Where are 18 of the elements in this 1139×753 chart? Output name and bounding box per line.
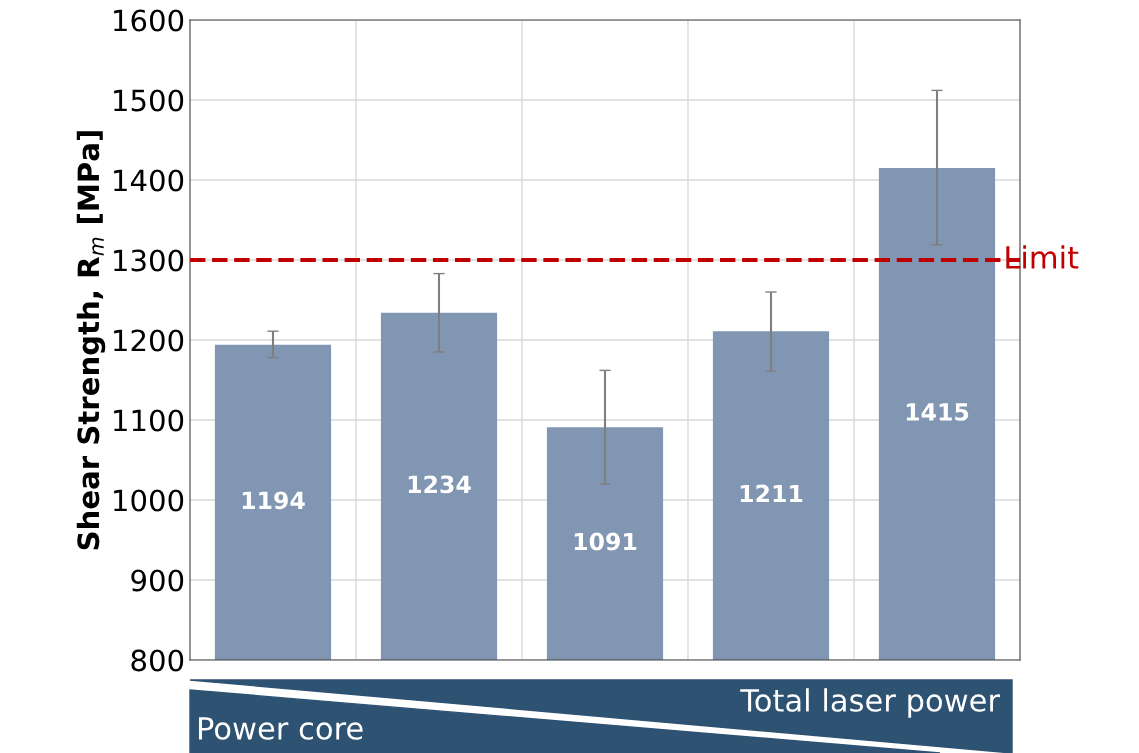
text: Total laser power xyxy=(740,688,1000,718)
y-tick-label: 900 xyxy=(131,569,184,592)
ref-line-label: Limit xyxy=(1006,245,1079,269)
y-tick-label: 1400 xyxy=(114,169,184,192)
data-label: 1211 xyxy=(740,484,803,503)
data-label: 1194 xyxy=(242,491,305,510)
y-tick-label: 1000 xyxy=(114,489,184,512)
y-axis-title: Shear Strength, R$_{m}$ [MPa] xyxy=(76,131,106,550)
y-tick-label: 1500 xyxy=(114,89,184,112)
y-tick-label: 1200 xyxy=(114,329,184,352)
y-tick-label: 1100 xyxy=(114,409,184,432)
data-label: 1415 xyxy=(906,403,969,421)
y-tick-label: 800 xyxy=(131,649,184,672)
y-tick-label: 1600 xyxy=(114,9,184,32)
y-tick-label: 1300 xyxy=(114,249,184,272)
text: Power core xyxy=(199,717,363,740)
data-label: 1091 xyxy=(574,532,637,551)
data-label: 1234 xyxy=(408,475,471,494)
